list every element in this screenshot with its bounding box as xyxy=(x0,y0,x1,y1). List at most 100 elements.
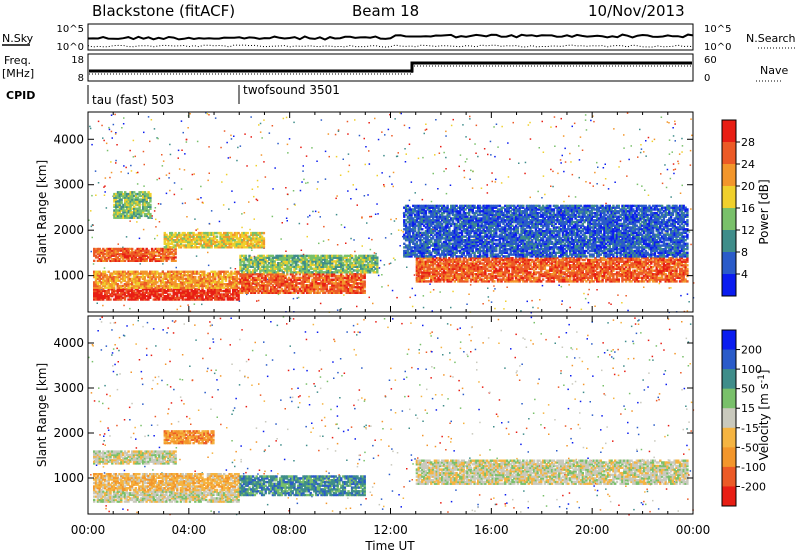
echo-cell xyxy=(367,254,370,258)
echo-cell xyxy=(111,258,114,261)
echo-cell xyxy=(186,286,190,289)
echo-cell xyxy=(241,231,244,235)
nsearch-label: N.Search xyxy=(746,32,796,45)
echo-cell xyxy=(246,260,249,263)
echo-cell xyxy=(120,205,123,208)
echo-cell xyxy=(340,284,343,287)
echo-cell xyxy=(241,287,244,291)
scatter-echo xyxy=(346,120,349,123)
echo-cell xyxy=(491,265,494,269)
echo-cell xyxy=(255,262,258,265)
scatter-echo xyxy=(402,235,404,238)
echo-cell xyxy=(120,284,123,288)
echo-cell xyxy=(118,252,121,256)
echo-cell xyxy=(347,274,350,278)
echo-cell xyxy=(358,286,361,289)
echo-cell xyxy=(186,291,190,294)
echo-cell xyxy=(253,267,257,270)
echo-cell xyxy=(313,287,316,291)
scatter-echo xyxy=(558,284,560,286)
echo-cell xyxy=(138,202,141,205)
scatter-echo xyxy=(472,170,474,173)
echo-cell xyxy=(174,270,177,273)
echo-cell xyxy=(219,274,222,277)
echo-cell xyxy=(459,278,462,281)
echo-cell xyxy=(334,289,338,293)
echo-cell xyxy=(158,289,161,293)
echo-cell xyxy=(158,254,161,257)
echo-cell xyxy=(314,269,318,272)
echo-cell xyxy=(138,254,141,257)
echo-cell xyxy=(100,295,103,298)
echo-cell xyxy=(142,211,145,214)
echo-cell xyxy=(464,260,467,263)
echo-cell xyxy=(419,258,422,262)
echo-cell xyxy=(158,251,161,254)
echo-cell xyxy=(257,265,260,268)
echo-cell xyxy=(188,279,192,282)
echo-cell xyxy=(235,237,238,240)
echo-cell xyxy=(228,237,231,240)
echo-cell xyxy=(132,279,136,282)
echo-cell xyxy=(176,284,179,288)
echo-cell xyxy=(186,295,190,298)
echo-cell xyxy=(264,286,267,289)
echo-cell xyxy=(250,256,253,259)
scatter-echo xyxy=(395,155,398,158)
echo-cell xyxy=(192,281,195,284)
echo-cell xyxy=(197,286,201,289)
scatter-echo xyxy=(538,147,540,149)
echo-cell xyxy=(93,270,96,273)
echo-cell xyxy=(304,276,307,280)
echo-cell xyxy=(136,249,139,252)
echo-cell xyxy=(140,251,143,254)
echo-cell xyxy=(98,289,101,293)
echo-cell xyxy=(113,214,116,218)
echo-cell xyxy=(122,258,125,261)
echo-cell xyxy=(347,282,350,285)
echo-cell xyxy=(149,254,152,257)
echo-cell xyxy=(471,269,474,272)
echo-cell xyxy=(462,280,465,283)
scatter-echo xyxy=(297,296,300,299)
echo-cell xyxy=(125,212,129,216)
echo-cell xyxy=(98,259,101,262)
scatter-echo xyxy=(445,130,447,133)
scatter-echo xyxy=(347,190,349,192)
echo-cell xyxy=(260,265,264,268)
echo-cell xyxy=(217,231,220,235)
echo-cell xyxy=(462,269,465,272)
echo-cell xyxy=(316,271,320,274)
echo-cell xyxy=(356,282,359,285)
echo-cell xyxy=(277,258,280,261)
echo-cell xyxy=(251,269,255,272)
echo-cell xyxy=(215,289,219,293)
scatter-echo xyxy=(271,215,274,218)
echo-cell xyxy=(354,286,357,289)
echo-cell xyxy=(469,265,473,269)
echo-cell xyxy=(115,203,118,207)
echo-cell xyxy=(268,276,271,280)
echo-cell xyxy=(140,272,143,275)
echo-cell xyxy=(174,256,177,259)
echo-cell xyxy=(278,276,282,280)
scatter-echo xyxy=(328,155,330,158)
echo-cell xyxy=(372,265,375,268)
echo-cell xyxy=(442,265,446,269)
echo-cell xyxy=(266,265,269,268)
echo-cell xyxy=(244,278,248,281)
echo-cell xyxy=(185,246,188,249)
echo-cell xyxy=(428,264,431,267)
scatter-echo xyxy=(458,165,460,168)
echo-cell xyxy=(356,286,359,289)
echo-cell xyxy=(340,258,343,261)
echo-cell xyxy=(287,265,291,268)
scatter-echo xyxy=(320,119,323,121)
echo-cell xyxy=(475,269,478,272)
echo-cell xyxy=(239,280,242,283)
echo-cell xyxy=(421,278,424,281)
echo-cell xyxy=(354,269,357,272)
echo-cell xyxy=(459,265,462,269)
echo-cell xyxy=(304,278,307,281)
echo-cell xyxy=(158,279,161,282)
